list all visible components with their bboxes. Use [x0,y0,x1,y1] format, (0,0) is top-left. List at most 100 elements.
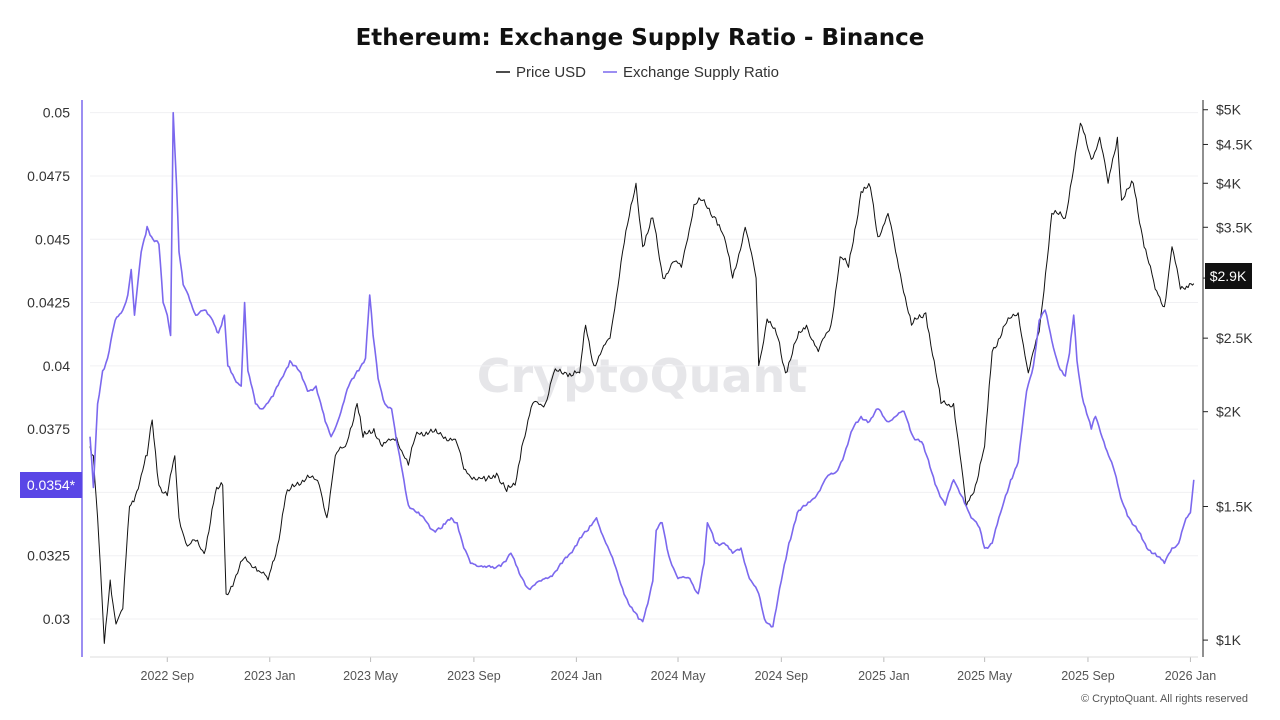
data-point-ratio [181,282,186,287]
data-point-price [406,463,411,468]
legend: Price USD Exchange Supply Ratio [496,64,779,81]
data-point-price [1089,157,1094,162]
data-point-ratio [1043,308,1048,313]
data-point-ratio [850,427,855,432]
data-point-price [99,592,104,597]
data-point-price [1140,234,1145,239]
data-point-price [583,323,588,328]
data-point-ratio [1056,363,1061,368]
data-point-ratio [696,591,701,596]
data-point-price [634,181,639,186]
data-point-ratio [620,586,625,591]
data-point-price [394,435,399,440]
data-point-ratio [660,520,665,525]
data-point-ratio [355,368,360,373]
data-point-ratio [730,551,735,556]
data-point-ratio [161,300,166,305]
legend-item-ratio[interactable]: Exchange Supply Ratio [603,64,779,81]
x-axis-ticks: 2022 Sep 2023 Jan 2023 May 2023 Sep 2024 Jan… [90,656,1216,683]
data-point-ratio [603,541,608,546]
left-tick-label: 0.05 [43,105,70,121]
x-tick-label: 2024 May [651,669,707,683]
data-point-ratio [919,439,924,444]
data-point-ratio [376,376,381,381]
data-point-price [939,401,944,406]
x-tick-label: 2023 May [343,669,399,683]
data-point-ratio [500,561,505,566]
data-point-price [804,323,809,328]
data-point-ratio [713,541,718,546]
data-point-ratio [770,624,775,629]
data-point-price [414,430,419,435]
data-point-ratio [911,434,916,439]
current-ratio-value: 0.0354* [27,477,76,493]
data-point-ratio [139,249,144,254]
left-tick-label: 0.0475 [27,168,70,184]
data-point-price [1016,310,1021,315]
x-tick-label: 2025 Jan [858,669,909,683]
data-point-ratio [287,358,292,363]
data-point-price [650,216,655,221]
data-point-ratio [242,300,247,305]
data-point-ratio [151,237,156,242]
data-point-price [660,276,665,281]
data-point-ratio [960,495,965,500]
legend-item-price[interactable]: Price USD [496,64,586,81]
data-point-price [513,483,518,488]
data-point-price [964,504,969,509]
data-point-price [1153,287,1158,292]
data-point-price [1131,181,1136,186]
data-point-price [88,444,93,449]
data-point-ratio [400,470,405,475]
data-point-price [543,401,548,406]
data-point-ratio [804,503,809,508]
data-point-price [743,225,748,230]
data-point-price [504,489,509,494]
current-price-badge-bg [1205,263,1252,289]
data-point-price [193,539,198,544]
x-tick-label: 2025 Sep [1061,669,1115,683]
data-point-ratio [455,520,460,525]
data-point-ratio [406,503,411,508]
data-point-ratio [367,293,372,298]
data-point-ratio [113,318,118,323]
data-point-ratio [636,617,641,622]
data-point-price [640,244,645,249]
data-point-ratio [517,571,522,576]
data-point-price [333,453,338,458]
data-point-ratio [193,313,198,318]
data-point-ratio [1024,389,1029,394]
data-point-ratio [225,363,230,368]
data-point-price [305,473,310,478]
data-point-ratio [943,503,948,508]
data-point-price [461,467,466,472]
data-point-price [776,336,781,341]
data-point-price [886,211,891,216]
data-point-price [679,265,684,270]
data-point-price [133,493,138,498]
data-point-ratio [654,528,659,533]
data-point-ratio [560,561,565,566]
data-point-ratio [259,406,264,411]
data-point-ratio [423,518,428,523]
data-point-ratio [468,561,473,566]
data-point-price [453,437,458,442]
data-point-ratio [449,515,454,520]
data-point-price [127,504,132,509]
x-tick-label: 2023 Jan [244,669,295,683]
plot-area[interactable] [88,110,1197,646]
data-point-ratio [1093,414,1098,419]
series-line-price [89,122,1195,644]
data-point-ratio [747,576,752,581]
data-point-price [875,234,880,239]
data-point-ratio [1063,374,1068,379]
data-point-price [692,202,697,207]
data-point-ratio [998,510,1003,515]
data-point-price [483,479,488,484]
left-tick-label: 0.0325 [27,548,70,564]
data-point-price [1063,216,1068,221]
data-point-price [91,453,96,458]
data-point-ratio [982,546,987,551]
data-point-price [145,453,150,458]
data-point-ratio [928,465,933,470]
